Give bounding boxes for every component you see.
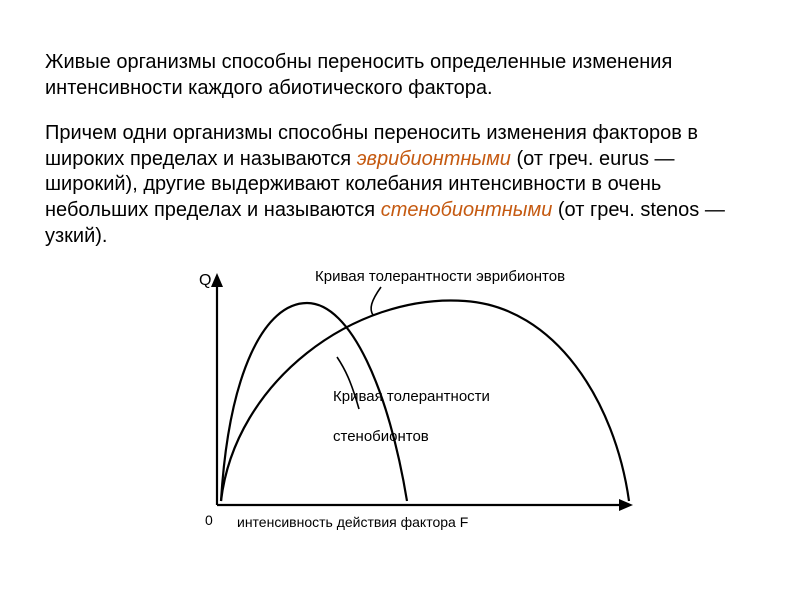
slide: Живые организмы способны переносить опре… xyxy=(0,0,800,546)
svg-text:0: 0 xyxy=(205,512,213,528)
chart-svg: Qинтенсивность действия фактора F 0 Кривая… xyxy=(155,261,645,541)
svg-text:Кривая толерантности эврибионт: Кривая толерантности эврибионтов xyxy=(315,268,565,285)
tolerance-chart: Qинтенсивность действия фактора F 0 Кривая… xyxy=(155,261,645,546)
paragraph-1: Живые организмы способны переносить опре… xyxy=(45,50,755,101)
svg-text:Q: Q xyxy=(199,272,211,289)
svg-text:интенсивность действия фактора: интенсивность действия фактора F xyxy=(237,514,468,530)
paragraph-2: Причем одни организмы способны переносит… xyxy=(45,121,755,249)
term-eurybiont: эврибионтными xyxy=(357,148,511,170)
chart-container: Qинтенсивность действия фактора F 0 Кривая… xyxy=(45,261,755,546)
svg-text:стенобионтов: стенобионтов xyxy=(333,428,429,445)
term-stenobiont: стенобионтными xyxy=(381,199,553,221)
